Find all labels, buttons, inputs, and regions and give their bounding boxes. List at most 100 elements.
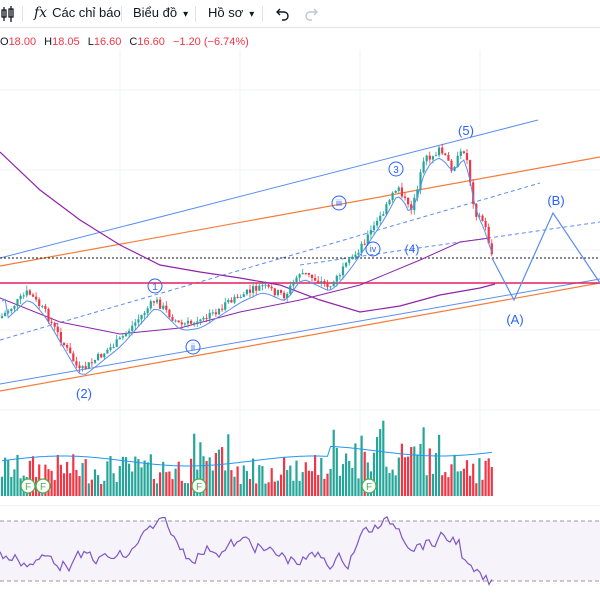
ohlc-legend: O18.00 H18.05 L16.60 C16.60 −1.20 (−6.74…: [0, 36, 249, 48]
volume-bar: [441, 475, 444, 496]
candle-body: [369, 230, 372, 235]
chart-type-icon[interactable]: [0, 5, 16, 23]
earnings-marker[interactable]: F: [191, 478, 207, 494]
profile-menu-button[interactable]: Hồ sơ ▾: [208, 0, 254, 27]
chevron-down-icon: ▾: [249, 9, 255, 20]
volume-bar: [286, 470, 289, 496]
candle-body: [382, 214, 385, 216]
volume-bar: [168, 471, 171, 496]
candle-body: [7, 311, 10, 313]
candle-body: [233, 296, 236, 303]
indicators-button[interactable]: fx Các chỉ báo: [34, 0, 121, 27]
ohlc-high: 18.05: [52, 36, 80, 48]
volume-bar: [372, 452, 376, 496]
candle-body: [283, 292, 286, 299]
volume-bar: [159, 472, 162, 496]
main-chart-pane[interactable]: (5) 3 iii iv (4) (B) (A) 1 ii (2) F F F …: [0, 28, 600, 500]
svg-text:F: F: [40, 482, 46, 493]
earnings-marker[interactable]: F: [35, 478, 51, 494]
candle-body: [292, 282, 295, 286]
volume-bar: [258, 465, 261, 496]
candle-body: [13, 306, 16, 309]
volume-bar: [224, 470, 227, 496]
candle-body: [422, 161, 425, 173]
volume-bar: [239, 483, 242, 496]
volume-bar: [131, 471, 134, 496]
volume-bars: [0, 420, 493, 496]
volume-bar: [348, 460, 351, 496]
volume-bar: [394, 475, 397, 496]
candle-body: [109, 347, 112, 350]
redo-icon[interactable]: [303, 6, 319, 22]
volume-bar: [379, 429, 382, 496]
volume-bar: [100, 483, 103, 496]
ma-fast-line: [1, 157, 493, 375]
candle-body: [447, 154, 450, 161]
candle-body: [211, 312, 214, 314]
dashed-channel-mid: [0, 182, 541, 341]
candle-body: [317, 280, 320, 283]
candle-body: [59, 332, 62, 343]
volume-bar: [456, 471, 459, 496]
volume-bar: [416, 454, 419, 496]
volume-bar: [391, 469, 394, 496]
candle-body: [44, 305, 47, 310]
volume-bar: [304, 462, 307, 496]
candle-body: [78, 365, 81, 369]
volume-ma-line: [1, 445, 492, 467]
candle-body: [357, 252, 360, 255]
volume-bar: [469, 475, 472, 496]
volume-bar: [134, 456, 137, 496]
volume-bar: [242, 465, 245, 496]
volume-bar: [128, 463, 131, 496]
earnings-marker[interactable]: F: [20, 478, 36, 494]
volume-bar: [289, 465, 292, 496]
candle-body: [441, 147, 444, 154]
candle-body: [146, 308, 149, 314]
candle-body: [410, 204, 413, 211]
volume-bar: [428, 448, 431, 496]
candle-body: [177, 320, 180, 323]
candle-body: [171, 317, 174, 321]
candle-body: [385, 204, 388, 215]
candle-body: [4, 312, 7, 317]
volume-bar: [66, 461, 69, 496]
volume-bar: [103, 480, 106, 496]
volume-bar: [202, 456, 205, 496]
candle-body: [438, 147, 441, 156]
candle-body: [348, 259, 351, 263]
candle-body: [180, 322, 183, 325]
candle-body: [444, 153, 447, 155]
candle-body: [307, 272, 310, 275]
volume-bar: [410, 447, 413, 496]
volume-bar: [270, 468, 273, 496]
candle-body: [165, 305, 168, 310]
wave-5-label: (5): [458, 123, 474, 138]
volume-bar: [177, 461, 180, 496]
volume-bar: [0, 476, 4, 496]
volume-bar: [267, 482, 270, 496]
candle-body: [320, 281, 323, 283]
volume-bar: [171, 479, 174, 496]
volume-bar: [180, 480, 183, 496]
volume-bar: [450, 464, 453, 496]
candle-body: [335, 275, 338, 282]
undo-icon[interactable]: [275, 6, 291, 22]
candle-body: [472, 182, 475, 204]
candle-body: [391, 192, 394, 201]
volume-bar: [149, 454, 152, 496]
candle-body: [363, 243, 366, 245]
candle-body: [403, 196, 407, 198]
candle-body: [66, 345, 69, 348]
volume-bar: [279, 474, 283, 496]
candle-body: [121, 336, 124, 338]
chart-menu-button[interactable]: Biểu đồ ▾: [133, 0, 188, 27]
volume-bar: [295, 460, 298, 496]
volume-bar: [190, 458, 193, 496]
volume-bar: [484, 460, 487, 496]
volume-bar: [385, 466, 388, 496]
orange-lower-line: [0, 282, 600, 392]
candle-body: [419, 172, 422, 190]
earnings-marker[interactable]: F: [361, 478, 377, 494]
rsi-pane[interactable]: [0, 505, 600, 600]
